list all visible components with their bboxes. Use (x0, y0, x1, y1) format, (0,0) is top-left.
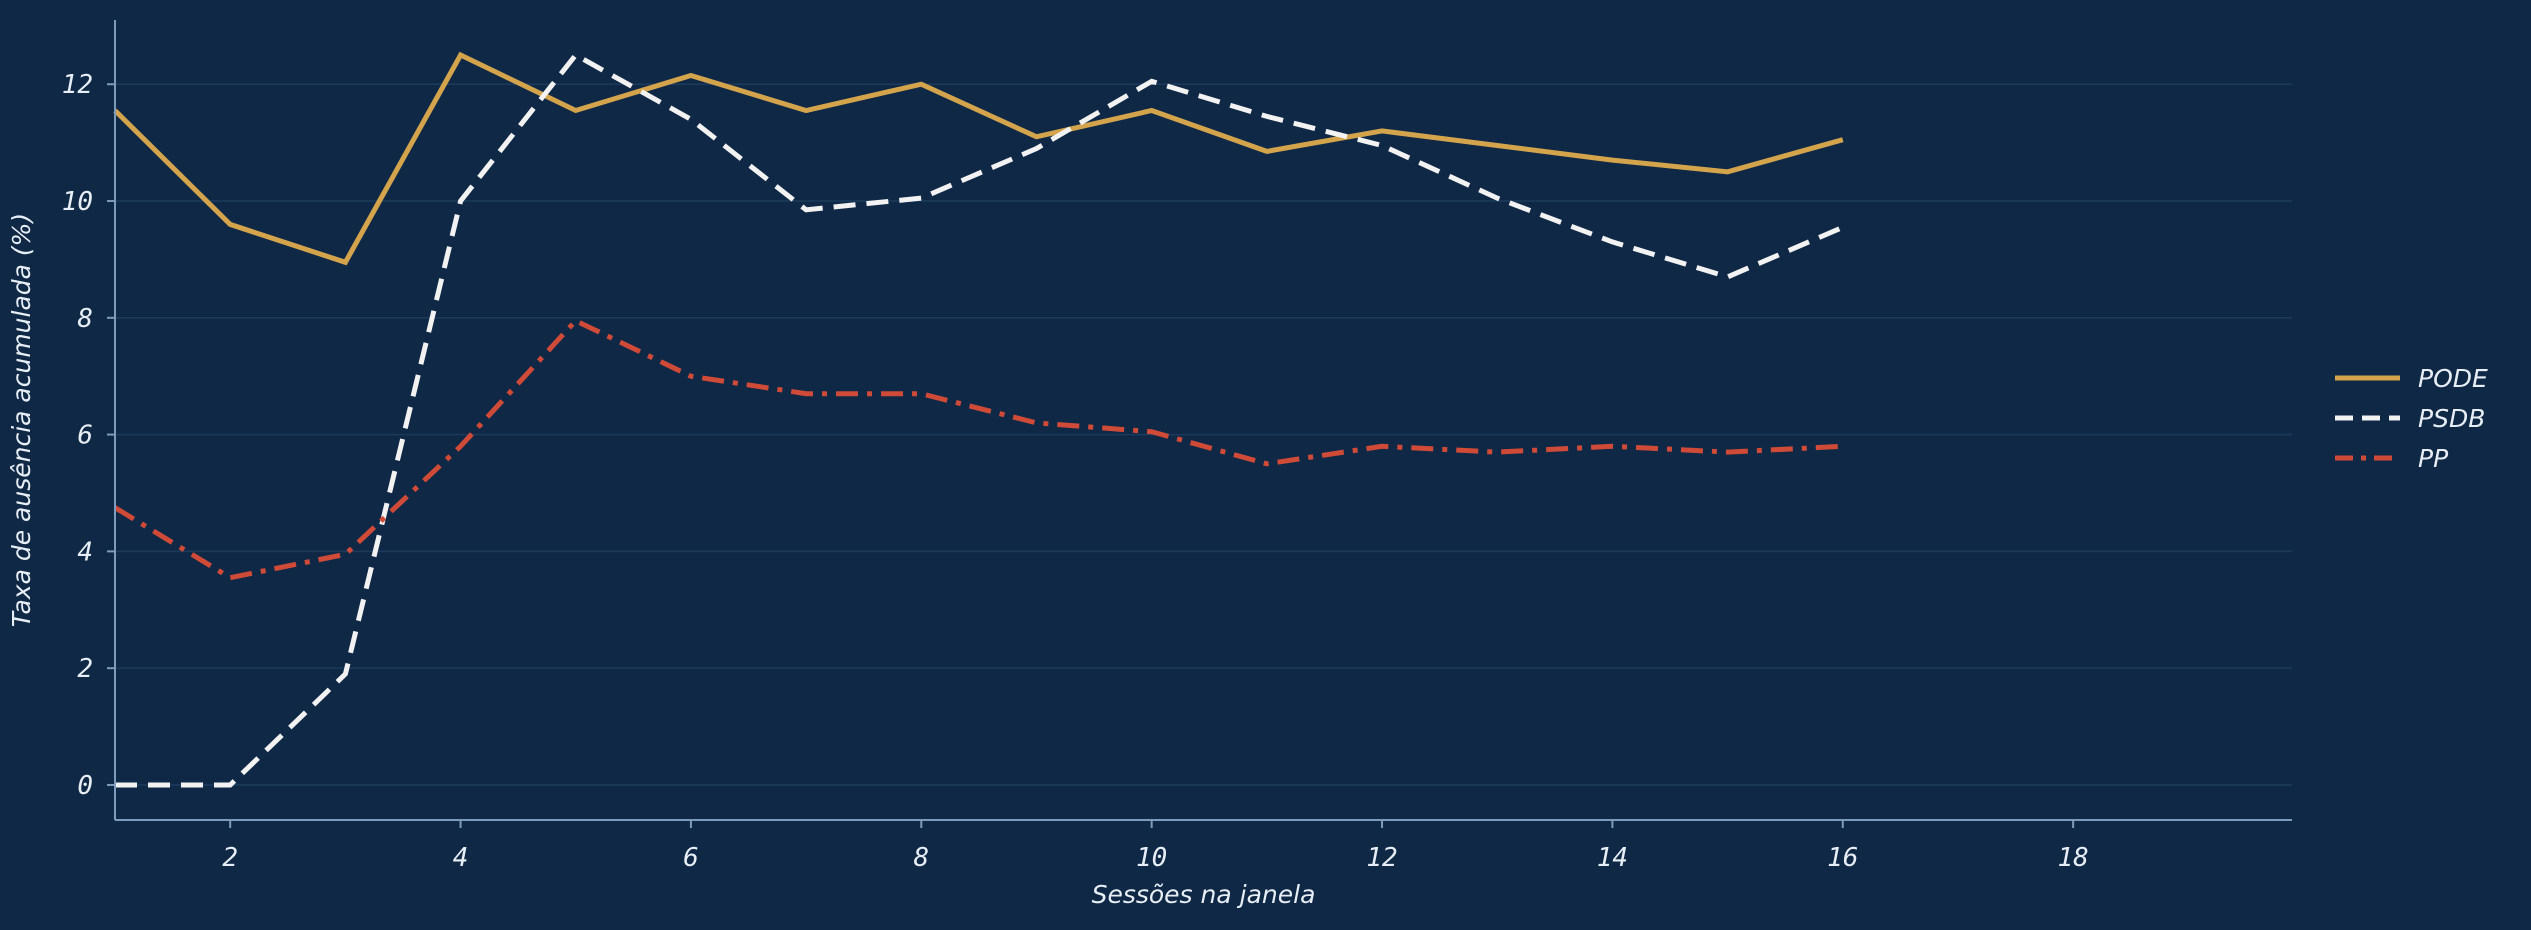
y-tick-label-4: 4 (77, 537, 93, 567)
y-tick-label-8: 8 (77, 304, 93, 334)
axes (114, 20, 2292, 821)
x-tick-label-16: 16 (1827, 843, 1858, 873)
y-tick-label-12: 12 (62, 70, 93, 100)
x-tick-label-2: 2 (222, 843, 238, 873)
series-line-psdb (115, 51, 1844, 788)
x-tick-label-18: 18 (2057, 843, 2088, 873)
legend-label-psdb: PSDB (2418, 404, 2485, 433)
y-tick-label-0: 0 (77, 771, 93, 801)
y-tick-label-2: 2 (77, 654, 93, 684)
x-axis-title: Sessões na janela (1092, 880, 1316, 909)
x-tick-labels: 2 4 6 8 10 12 14 16 18 (222, 820, 2089, 873)
x-tick-label-12: 12 (1366, 843, 1397, 873)
legend-label-pode: PODE (2418, 364, 2488, 393)
y-tick-labels: 0 2 4 6 8 10 12 (62, 70, 115, 801)
series-line-pp (113, 317, 1843, 581)
x-tick-label-8: 8 (913, 843, 929, 873)
series-lines (113, 51, 1844, 788)
legend-label-pp: PP (2418, 444, 2449, 473)
y-tick-label-6: 6 (77, 421, 93, 451)
series-line-pode (113, 51, 1844, 266)
grid-lines (115, 83, 2292, 786)
x-tick-label-6: 6 (683, 843, 699, 873)
x-tick-label-10: 10 (1136, 843, 1167, 873)
y-tick-label-10: 10 (62, 187, 93, 217)
y-axis-title: Taxa de ausência acumulada (%) (7, 213, 36, 627)
x-tick-label-4: 4 (453, 843, 469, 873)
legend: PODE PSDB PP (2335, 364, 2488, 473)
x-tick-label-14: 14 (1597, 843, 1628, 873)
